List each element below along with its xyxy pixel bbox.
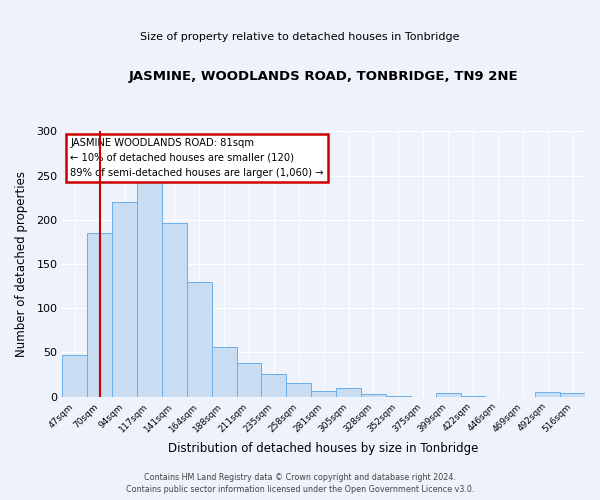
Bar <box>112 202 137 396</box>
Bar <box>187 282 212 397</box>
Bar <box>535 392 560 396</box>
Bar <box>87 233 112 396</box>
Bar <box>560 393 585 396</box>
Text: Contains HM Land Registry data © Crown copyright and database right 2024.
Contai: Contains HM Land Registry data © Crown c… <box>126 472 474 494</box>
Bar <box>311 390 336 396</box>
Bar <box>212 347 236 397</box>
Bar <box>62 355 87 397</box>
Bar <box>236 363 262 396</box>
Text: Size of property relative to detached houses in Tonbridge: Size of property relative to detached ho… <box>140 32 460 42</box>
Bar <box>262 374 286 396</box>
Y-axis label: Number of detached properties: Number of detached properties <box>15 171 28 357</box>
Text: JASMINE WOODLANDS ROAD: 81sqm
← 10% of detached houses are smaller (120)
89% of : JASMINE WOODLANDS ROAD: 81sqm ← 10% of d… <box>70 138 323 177</box>
Bar <box>336 388 361 396</box>
Bar <box>162 224 187 396</box>
Bar <box>286 384 311 396</box>
Bar <box>137 176 162 396</box>
Bar <box>436 393 461 396</box>
X-axis label: Distribution of detached houses by size in Tonbridge: Distribution of detached houses by size … <box>169 442 479 455</box>
Title: JASMINE, WOODLANDS ROAD, TONBRIDGE, TN9 2NE: JASMINE, WOODLANDS ROAD, TONBRIDGE, TN9 … <box>129 70 518 82</box>
Bar <box>361 394 386 396</box>
